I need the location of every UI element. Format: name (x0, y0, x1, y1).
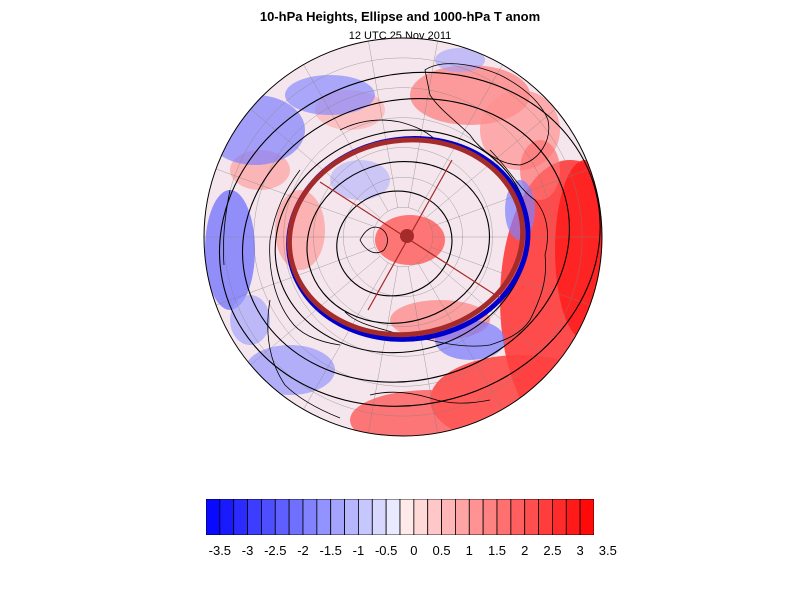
colorbar-box (330, 499, 345, 535)
colorbar-tick-label: -2 (297, 543, 309, 558)
height-contours (218, 71, 601, 407)
height-contour (241, 97, 570, 383)
globe-border (203, 37, 603, 437)
colorbar-tick-label: -3 (241, 543, 254, 558)
cold-anomaly-patch (435, 48, 485, 72)
colorbar-box (247, 499, 262, 535)
colorbar-box (552, 499, 567, 535)
coastline (222, 189, 231, 266)
colorbar-box (579, 499, 594, 535)
colorbar-box (274, 499, 290, 535)
warm-anomaly-patch (555, 160, 602, 340)
colorbar-box (358, 499, 373, 535)
colorbar-labels: -3.5 -3 -2.5 -2 -1.5 -1 -0.5 0 0.5 1 1.5 2 2.5 3 3.5 (0, 543, 800, 563)
colorbar-box (455, 499, 470, 535)
colorbar-tick-label: -1 (352, 543, 365, 558)
coastline (369, 391, 491, 404)
chart-title: 10-hPa Heights, Ellipse and 1000-hPa T a… (259, 9, 541, 24)
colorbar-box (427, 499, 442, 535)
height-contour (306, 161, 491, 324)
colorbar-box (565, 499, 581, 535)
colorbar-box (261, 499, 276, 535)
coastline (339, 119, 441, 146)
colorbar-box (441, 499, 456, 535)
colorbar (206, 499, 594, 535)
cold-anomaly-patch (230, 295, 270, 345)
warm-anomaly-patch (350, 390, 510, 436)
colorbar-box (524, 499, 539, 535)
temperature-anomaly-field (205, 48, 602, 436)
polar-map (203, 37, 603, 437)
latitude-circle (372, 206, 434, 268)
colorbar-tick-label: 1 (465, 543, 473, 558)
meridian-line (250, 256, 381, 366)
colorbar-box (344, 499, 359, 535)
height-contour (336, 190, 453, 297)
coastline (269, 169, 341, 346)
colorbar-box (482, 499, 498, 535)
vortex-ellipse (286, 136, 531, 342)
colorbar-box (288, 499, 304, 535)
meridian-line (303, 262, 389, 410)
coastline (359, 226, 388, 254)
coastline (424, 63, 550, 166)
meridian-line (430, 168, 591, 228)
colorbar-tick-label: 2 (521, 543, 529, 558)
colorbar-tick-label: 3.5 (598, 543, 617, 558)
meridian-line (368, 40, 399, 208)
meridian-line (303, 64, 389, 212)
colorbar-box (538, 499, 553, 535)
coastlines (222, 63, 550, 419)
colorbar-tick-label: -3.5 (208, 543, 232, 558)
colorbar-tick-label: 0 (410, 543, 418, 558)
colorbar-box (316, 499, 332, 535)
cold-anomaly-patch (205, 190, 255, 310)
ellipse (286, 137, 526, 338)
colorbar-box (399, 499, 415, 535)
cold-anomaly-patch (245, 345, 335, 395)
colorbar-tick-label: -1.5 (319, 543, 342, 558)
colorbar-box (413, 499, 429, 535)
colorbar-box (302, 499, 318, 535)
cold-anomaly-patch (285, 75, 375, 115)
warm-anomaly-patch (520, 140, 560, 200)
colorbar-tick-label: 3 (576, 543, 584, 558)
coastline (429, 254, 547, 347)
colorbar-box (510, 499, 526, 535)
meridian-line (215, 168, 376, 228)
cold-anomaly-patch (205, 95, 305, 165)
meridian-line (407, 40, 438, 208)
meridian-line (250, 108, 381, 218)
colorbar-tick-label: 1.5 (487, 543, 507, 558)
colorbar-tick-label: -2.5 (264, 543, 287, 558)
colorbar-box (219, 499, 235, 535)
colorbar-box (496, 499, 512, 535)
colorbar-tick-label: 0.5 (432, 543, 451, 558)
lat-lon-grid (204, 40, 602, 434)
colorbar-box (385, 499, 401, 535)
colorbar-tick-label: -0.5 (374, 543, 398, 558)
height-contour (218, 71, 601, 407)
colorbar-box (233, 499, 248, 535)
coastline (489, 149, 548, 256)
colorbar-box (206, 499, 221, 535)
ellipse-center (400, 229, 414, 243)
colorbar-box (371, 499, 387, 535)
colorbar-box (468, 499, 484, 535)
cold-anomaly-patch (330, 160, 390, 200)
meridian-line (417, 64, 503, 212)
colorbar-tick-label: 2.5 (543, 543, 562, 558)
